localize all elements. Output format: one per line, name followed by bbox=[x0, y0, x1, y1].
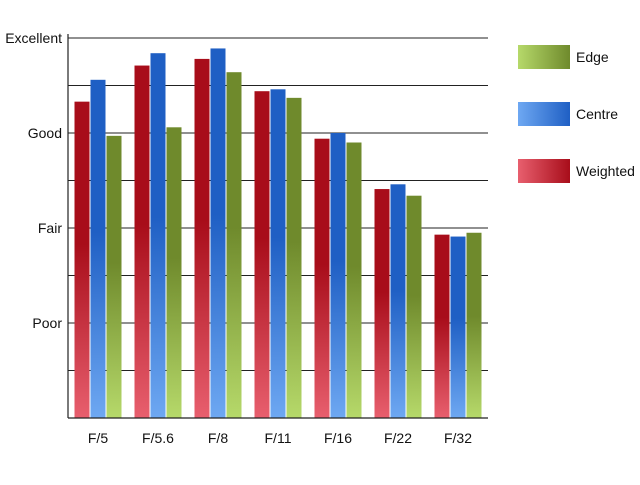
bar-centre-F32 bbox=[450, 236, 466, 418]
legend-label-edge: Edge bbox=[576, 49, 609, 65]
bar-edge-F11 bbox=[286, 97, 302, 418]
bar-edge-F8 bbox=[226, 72, 242, 418]
bar-centre-F8 bbox=[210, 48, 226, 418]
bar-edge-F22 bbox=[406, 195, 422, 418]
y-tick-label: Fair bbox=[38, 220, 62, 236]
x-tick-label: F/32 bbox=[444, 430, 472, 446]
bar-edge-F16 bbox=[346, 142, 362, 418]
legend-swatch-weighted bbox=[518, 159, 570, 183]
bar-centre-F5 bbox=[90, 79, 106, 419]
bar-weighted-F22 bbox=[374, 189, 390, 418]
bar-edge-F32 bbox=[466, 232, 482, 418]
y-tick-label: Excellent bbox=[5, 30, 62, 46]
bar-edge-F5 bbox=[106, 135, 122, 418]
bar-centre-F22 bbox=[390, 184, 406, 418]
bar-centre-F56 bbox=[150, 53, 166, 418]
bar-weighted-F11 bbox=[254, 91, 270, 418]
x-tick-label: F/8 bbox=[208, 430, 228, 446]
x-tick-label: F/22 bbox=[384, 430, 412, 446]
y-tick-labels: Poor Fair Good Excellent bbox=[5, 30, 62, 331]
legend-label-weighted: Weighted bbox=[576, 163, 635, 179]
x-tick-label: F/5.6 bbox=[142, 430, 174, 446]
bar-centre-F11 bbox=[270, 89, 286, 419]
bar-weighted-F5 bbox=[74, 101, 90, 419]
x-tick-label: F/5 bbox=[88, 430, 108, 446]
legend: Edge Centre Weighted bbox=[518, 45, 635, 183]
bar-weighted-F32 bbox=[434, 234, 450, 418]
axes bbox=[67, 34, 488, 419]
y-tick-label: Poor bbox=[32, 315, 62, 331]
legend-label-centre: Centre bbox=[576, 106, 618, 122]
x-tick-label: F/16 bbox=[324, 430, 352, 446]
bars bbox=[74, 48, 482, 419]
legend-swatch-centre bbox=[518, 102, 570, 126]
x-tick-label: F/11 bbox=[265, 430, 292, 446]
bar-weighted-F16 bbox=[314, 138, 330, 418]
bar-weighted-F56 bbox=[134, 65, 150, 419]
x-tick-labels: F/5 F/5.6 F/8 F/11 F/16 F/22 F/32 bbox=[88, 430, 472, 446]
bar-edge-F56 bbox=[166, 127, 182, 419]
bar-weighted-F8 bbox=[194, 58, 210, 419]
y-tick-label: Good bbox=[28, 125, 62, 141]
legend-swatch-edge bbox=[518, 45, 570, 69]
bar-centre-F16 bbox=[330, 133, 346, 418]
